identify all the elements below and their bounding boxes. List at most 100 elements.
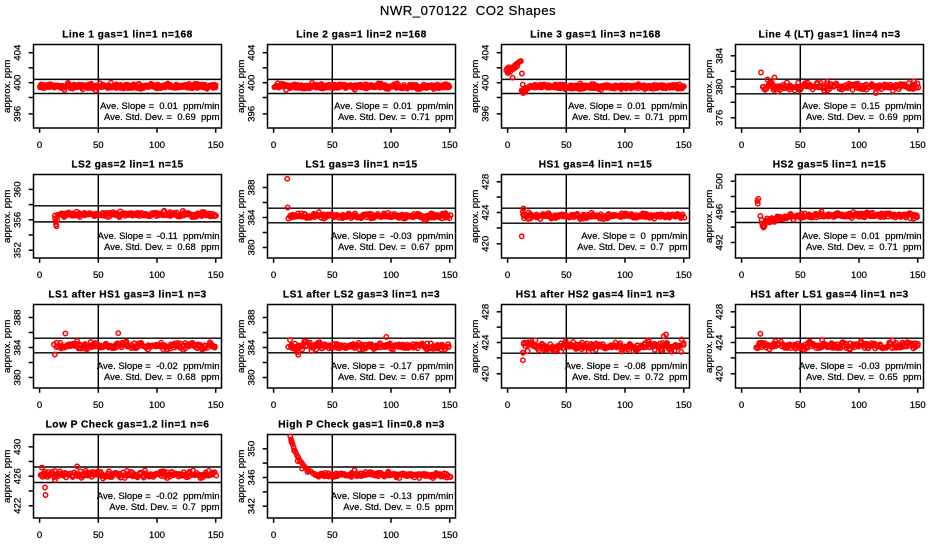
svg-text:0: 0	[271, 530, 276, 540]
svg-text:Ave. Slope = -0.03 ppm/min: Ave. Slope = -0.03 ppm/min	[331, 231, 454, 242]
svg-text:0: 0	[505, 270, 510, 281]
svg-text:100: 100	[851, 270, 867, 281]
svg-text:424: 424	[714, 334, 725, 351]
svg-text:0: 0	[739, 140, 744, 151]
svg-text:404: 404	[12, 44, 23, 61]
svg-text:Ave. Slope = -0.03 ppm/min: Ave. Slope = -0.03 ppm/min	[799, 361, 922, 372]
svg-text:100: 100	[617, 270, 633, 281]
svg-text:approx. ppm: approx. ppm	[470, 320, 481, 373]
svg-text:150: 150	[442, 270, 458, 281]
svg-text:Ave. Slope = -0.11 ppm/min: Ave. Slope = -0.11 ppm/min	[98, 231, 220, 242]
svg-text:Ave. Slope = -0.13 ppm/min: Ave. Slope = -0.13 ppm/min	[331, 491, 454, 502]
svg-text:100: 100	[617, 140, 633, 151]
svg-text:High P Check gas=1 lin=0.8 n=3: High P Check gas=1 lin=0.8 n=3	[278, 420, 444, 431]
svg-text:approx. ppm: approx. ppm	[470, 60, 481, 113]
svg-text:NWR_070122 CO2 Shapes: NWR_070122 CO2 Shapes	[380, 3, 556, 18]
svg-text:Ave. Std. Dev. = 0.67 ppm: Ave. Std. Dev. = 0.67 ppm	[338, 242, 454, 253]
svg-text:approx. ppm: approx. ppm	[704, 60, 715, 113]
svg-text:388: 388	[246, 309, 257, 325]
svg-text:LS1 after LS2 gas=3 lin=1 n=3: LS1 after LS2 gas=3 lin=1 n=3	[283, 290, 440, 301]
svg-text:50: 50	[93, 530, 104, 540]
svg-text:0: 0	[271, 400, 276, 411]
svg-text:0: 0	[739, 400, 744, 411]
svg-text:0: 0	[37, 400, 42, 411]
svg-text:380: 380	[246, 239, 257, 255]
svg-text:384: 384	[246, 209, 257, 226]
svg-text:50: 50	[327, 140, 338, 151]
svg-text:approx. ppm: approx. ppm	[470, 190, 481, 243]
svg-text:Ave. Std. Dev. = 0.69 ppm: Ave. Std. Dev. = 0.69 ppm	[806, 112, 922, 123]
svg-text:Line 2 gas=1 lin=2 n=168: Line 2 gas=1 lin=2 n=168	[296, 30, 427, 41]
svg-text:HS2 gas=5 lin=1 n=15: HS2 gas=5 lin=1 n=15	[773, 160, 886, 171]
svg-text:0: 0	[271, 270, 276, 281]
svg-text:0: 0	[505, 400, 510, 411]
svg-text:approx. ppm: approx. ppm	[236, 190, 247, 243]
svg-text:150: 150	[208, 400, 224, 411]
svg-text:approx. ppm: approx. ppm	[2, 320, 13, 373]
svg-text:420: 420	[480, 366, 491, 382]
svg-text:384: 384	[714, 47, 725, 64]
svg-text:100: 100	[383, 530, 399, 540]
svg-text:LS2 gas=2 lin=1 n=15: LS2 gas=2 lin=1 n=15	[71, 160, 183, 171]
svg-text:50: 50	[795, 140, 806, 151]
svg-text:400: 400	[246, 75, 257, 91]
svg-text:100: 100	[149, 270, 165, 281]
svg-text:Ave. Slope = -0.17 ppm/min: Ave. Slope = -0.17 ppm/min	[331, 361, 454, 372]
svg-text:356: 356	[12, 212, 23, 228]
svg-text:approx. ppm: approx. ppm	[236, 320, 247, 373]
svg-text:496: 496	[714, 204, 725, 220]
svg-text:50: 50	[561, 140, 572, 151]
svg-text:422: 422	[12, 498, 23, 514]
svg-text:384: 384	[12, 339, 23, 356]
svg-text:350: 350	[246, 441, 257, 457]
svg-text:50: 50	[795, 270, 806, 281]
svg-text:50: 50	[561, 270, 572, 281]
svg-text:approx. ppm: approx. ppm	[236, 450, 247, 503]
svg-text:Ave. Std. Dev. = 0.72 ppm: Ave. Std. Dev. = 0.72 ppm	[572, 372, 688, 383]
svg-text:0: 0	[37, 270, 42, 281]
svg-text:0: 0	[505, 140, 510, 151]
svg-text:150: 150	[442, 400, 458, 411]
svg-text:Ave. Std. Dev. = 0.68 ppm: Ave. Std. Dev. = 0.68 ppm	[104, 372, 220, 383]
svg-text:0: 0	[37, 140, 42, 151]
svg-text:HS1 after HS2 gas=4 lin=1 n=3: HS1 after HS2 gas=4 lin=1 n=3	[516, 290, 675, 301]
svg-text:HS1 after LS1 gas=4 lin=1 n=3: HS1 after LS1 gas=4 lin=1 n=3	[750, 290, 908, 301]
svg-text:Ave. Std. Dev. = 0.5 ppm: Ave. Std. Dev. = 0.5 ppm	[343, 502, 453, 513]
svg-text:100: 100	[851, 140, 867, 151]
svg-text:424: 424	[480, 204, 491, 221]
svg-text:342: 342	[246, 498, 257, 514]
svg-text:50: 50	[93, 400, 104, 411]
svg-text:Ave. Slope = 0.01 ppm/min: Ave. Slope = 0.01 ppm/min	[568, 101, 687, 112]
svg-text:380: 380	[246, 369, 257, 385]
svg-text:Ave. Std. Dev. = 0.67 ppm: Ave. Std. Dev. = 0.67 ppm	[338, 372, 454, 383]
svg-text:420: 420	[714, 366, 725, 382]
svg-text:Ave. Std. Dev. = 0.68 ppm: Ave. Std. Dev. = 0.68 ppm	[104, 242, 220, 253]
svg-text:380: 380	[714, 79, 725, 95]
svg-text:Line 4 (LT) gas=1 lin=4 n=3: Line 4 (LT) gas=1 lin=4 n=3	[759, 30, 901, 41]
svg-text:100: 100	[149, 140, 165, 151]
svg-text:492: 492	[714, 234, 725, 250]
svg-text:404: 404	[246, 44, 257, 61]
svg-text:396: 396	[480, 106, 491, 122]
svg-text:150: 150	[442, 140, 458, 151]
svg-text:Ave. Slope = -0.02 ppm/min: Ave. Slope = -0.02 ppm/min	[97, 491, 220, 502]
svg-text:Line 3 gas=1 lin=3 n=168: Line 3 gas=1 lin=3 n=168	[530, 30, 661, 41]
svg-text:352: 352	[12, 242, 23, 258]
svg-text:150: 150	[442, 530, 458, 540]
svg-text:Ave. Std. Dev. = 0.7 ppm: Ave. Std. Dev. = 0.7 ppm	[577, 242, 687, 253]
svg-text:396: 396	[12, 106, 23, 122]
svg-text:approx. ppm: approx. ppm	[704, 320, 715, 373]
svg-text:Ave. Std. Dev. = 0.71 ppm: Ave. Std. Dev. = 0.71 ppm	[338, 112, 454, 123]
svg-text:150: 150	[676, 140, 692, 151]
svg-text:388: 388	[12, 309, 23, 325]
svg-text:50: 50	[327, 530, 338, 540]
svg-text:50: 50	[561, 400, 572, 411]
svg-text:430: 430	[12, 439, 23, 455]
svg-text:Ave. Slope = 0.15 ppm/min: Ave. Slope = 0.15 ppm/min	[802, 101, 921, 112]
svg-text:150: 150	[910, 140, 926, 151]
svg-text:0: 0	[37, 530, 42, 540]
svg-text:360: 360	[12, 181, 23, 197]
svg-text:50: 50	[93, 270, 104, 281]
svg-text:Ave. Slope = 0 ppm/min: Ave. Slope = 0 ppm/min	[581, 231, 687, 242]
svg-text:150: 150	[208, 270, 224, 281]
